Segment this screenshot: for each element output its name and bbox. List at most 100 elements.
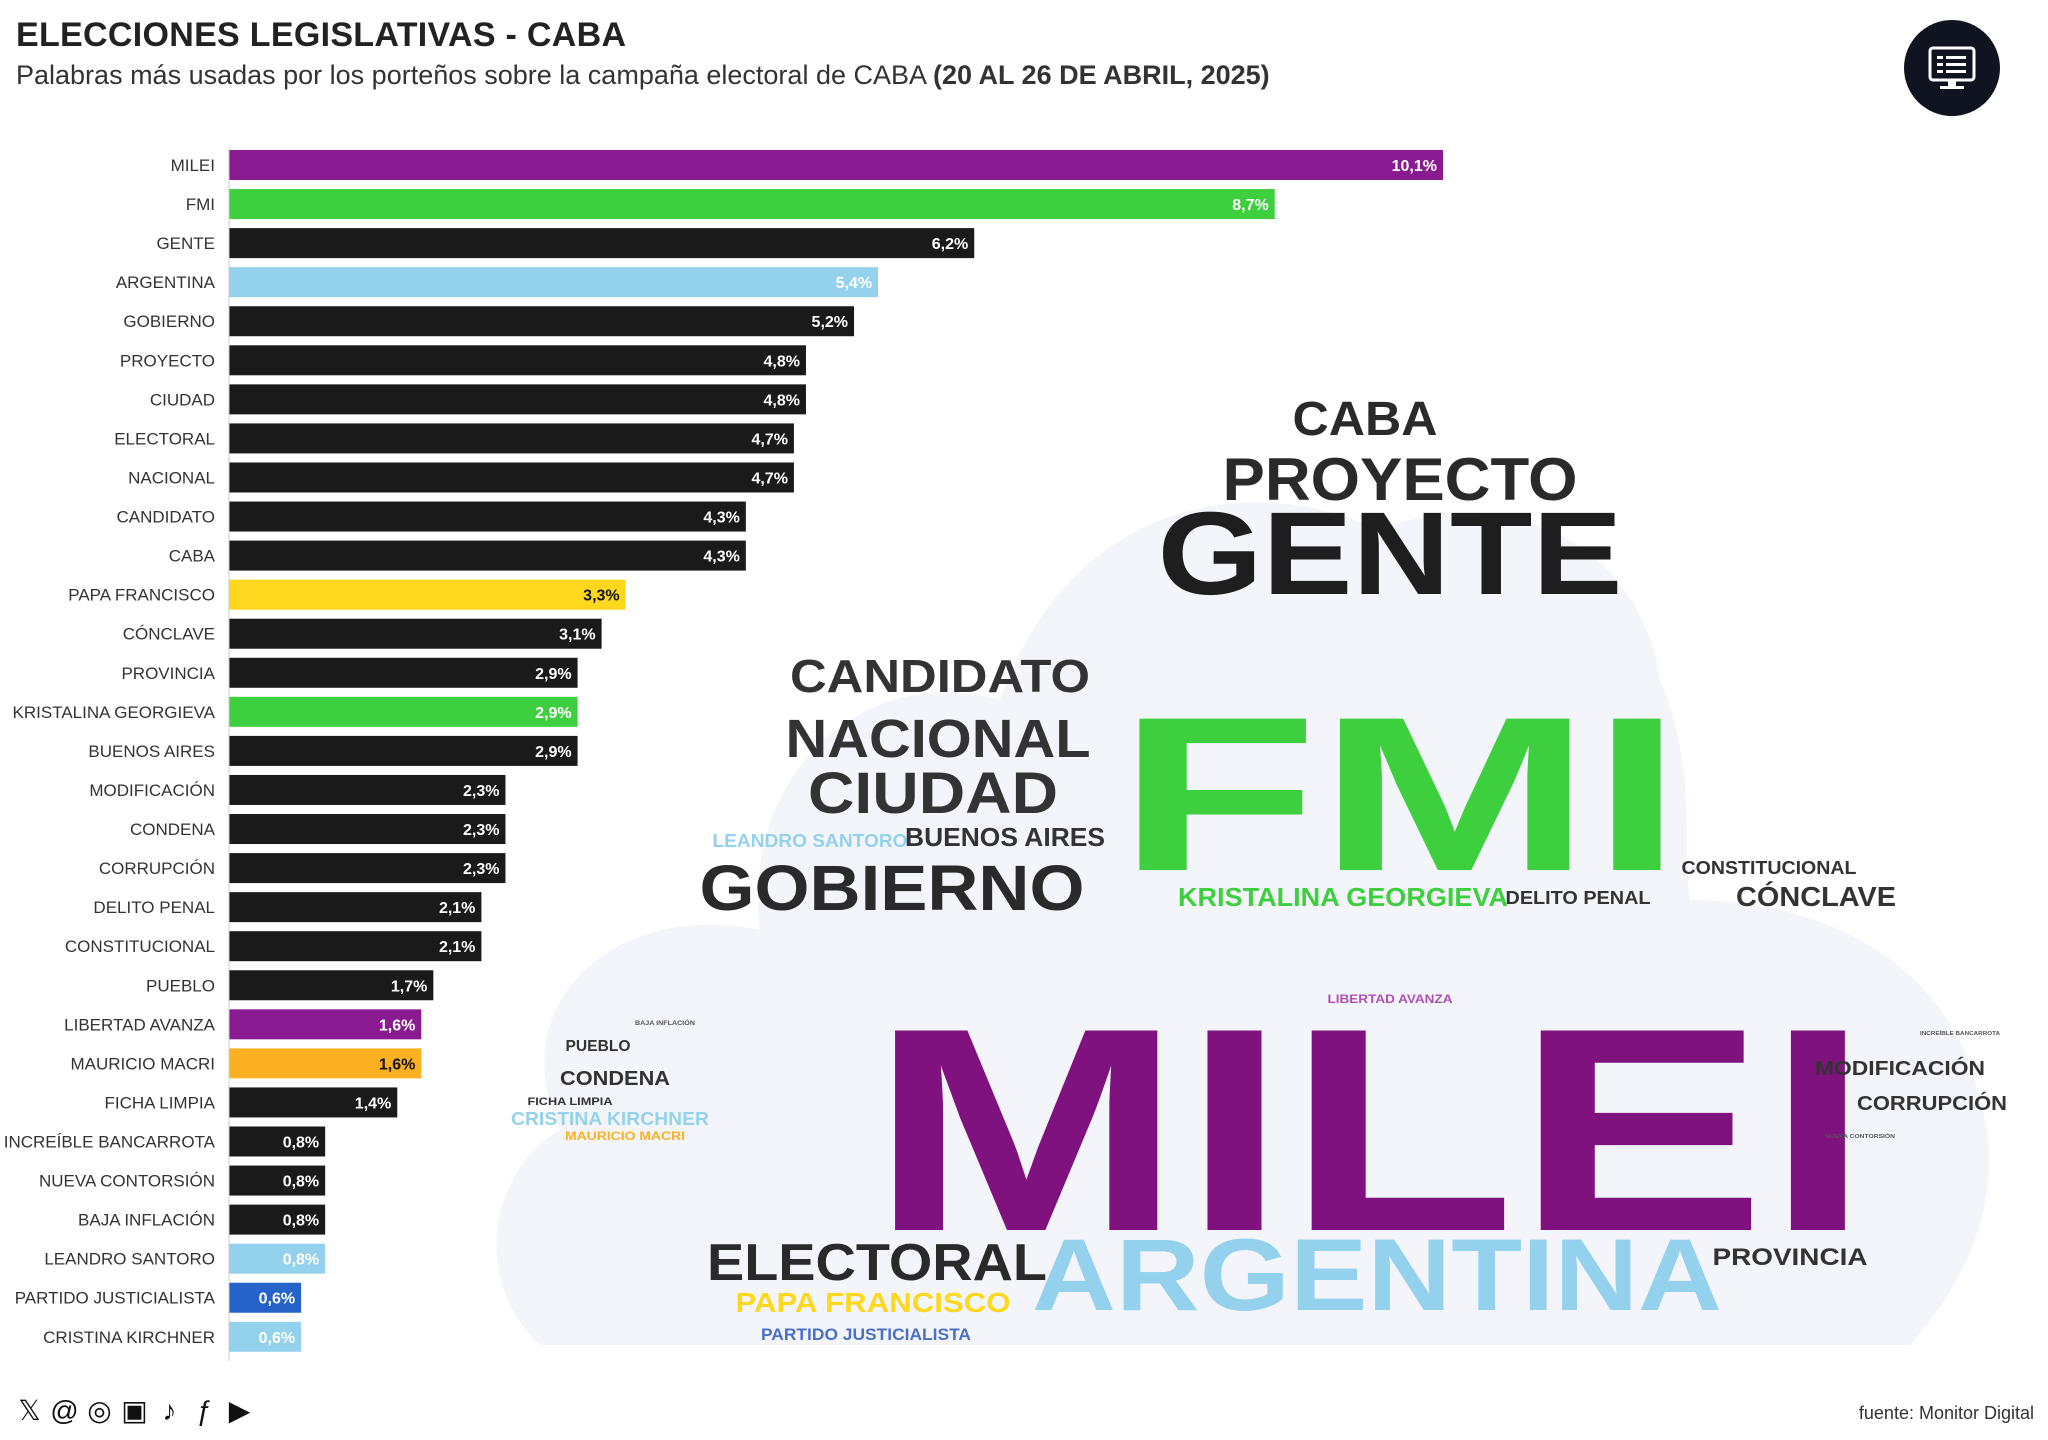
data-label: 10,1% (1392, 158, 1437, 175)
page-title: ELECCIONES LEGISLATIVAS - CABA (16, 16, 627, 54)
word-cloud-word-buenos-aires: BUENOS AIRES (905, 822, 1105, 852)
word-cloud-word-caba: CABA (1293, 393, 1438, 446)
category-label: PUEBLO (146, 976, 215, 995)
word-cloud-word-provincia: PROVINCIA (1713, 1244, 1868, 1271)
data-label: 2,1% (439, 939, 475, 956)
bar-increible-bancarrota (229, 1126, 326, 1157)
word-cloud-word-mauricio-macri: MAURICIO MACRI (565, 1129, 685, 1143)
bar-argentina (229, 267, 879, 298)
bar-gente (229, 228, 975, 259)
bar-electoral (229, 423, 794, 454)
bar-delito-penal (229, 892, 482, 923)
monitor-logo[interactable] (1904, 20, 2000, 116)
word-cloud-word-baja-inflacion: BAJA INFLACIÓN (635, 1019, 695, 1027)
category-label: NACIONAL (128, 468, 215, 487)
category-label: CIUDAD (150, 390, 215, 409)
bar-pueblo (229, 970, 434, 1001)
data-label: 3,3% (583, 588, 619, 605)
category-label: LIBERTAD AVANZA (64, 1015, 216, 1034)
bar-papa-francisco (229, 579, 626, 610)
data-label: 0,8% (283, 1213, 319, 1230)
data-label: 4,3% (703, 549, 739, 566)
bar-baja-inflacion (229, 1204, 326, 1235)
data-label: 5,2% (812, 314, 848, 331)
bar-ciudad (229, 384, 806, 415)
social-icons: 𝕏 @ ◎ ▣ ♪ ƒ ▶ (14, 1395, 255, 1426)
bar-provincia (229, 657, 578, 688)
category-label: ELECTORAL (114, 429, 215, 448)
category-label: CONSTITUCIONAL (65, 937, 215, 956)
news-icon[interactable]: ▣ (121, 1395, 148, 1426)
bar-leandro-santoro (229, 1243, 326, 1274)
category-label: BAJA INFLACIÓN (78, 1211, 215, 1230)
data-label: 1,6% (379, 1056, 415, 1073)
instagram-icon[interactable]: ◎ (87, 1395, 112, 1426)
x-icon[interactable]: 𝕏 (18, 1395, 41, 1426)
data-label: 6,2% (932, 236, 968, 253)
category-label: CRISTINA KIRCHNER (43, 1328, 215, 1347)
youtube-icon[interactable]: ▶ (228, 1395, 251, 1426)
data-label: 0,8% (283, 1174, 319, 1191)
category-label: NUEVA CONTORSIÓN (39, 1172, 215, 1191)
category-label: CANDIDATO (116, 508, 215, 527)
word-cloud-word-ciudad: CIUDAD (808, 761, 1058, 826)
category-label: PARTIDO JUSTICIALISTA (15, 1289, 216, 1308)
data-label: 5,4% (836, 275, 872, 292)
word-cloud-word-constitucional: CONSTITUCIONAL (1682, 858, 1857, 878)
monitor-icon (1928, 46, 1976, 89)
facebook-icon[interactable]: ƒ (196, 1395, 213, 1426)
word-cloud-word-ficha-limpia: FICHA LIMPIA (528, 1096, 613, 1108)
bar-conclave (229, 618, 602, 649)
word-cloud-word-nacional: NACIONAL (786, 709, 1091, 769)
data-label: 2,9% (535, 666, 571, 683)
word-cloud-word-pueblo: PUEBLO (566, 1038, 631, 1055)
threads-icon[interactable]: @ (50, 1395, 79, 1426)
category-label: LEANDRO SANTORO (44, 1250, 215, 1269)
data-label: 1,7% (391, 978, 427, 995)
word-cloud-word-candidato: CANDIDATO (790, 650, 1090, 702)
word-cloud-word-delito-penal: DELITO PENAL (1506, 888, 1651, 908)
data-label: 2,9% (535, 744, 571, 761)
bar-proyecto (229, 345, 806, 376)
tiktok-icon[interactable]: ♪ (162, 1395, 177, 1426)
bar-nacional (229, 462, 794, 493)
bar-chart-and-word-cloud: CABAPROYECTOGENTECANDIDATONACIONALCIUDAD… (4, 148, 2007, 1361)
cloud-shape (496, 502, 1990, 1345)
word-cloud-word-cristina-kirchner: CRISTINA KIRCHNER (511, 1109, 709, 1129)
word-cloud-word-increible-bancarrota: INCREÍBLE BANCARROTA (1920, 1029, 2000, 1037)
category-label: PROYECTO (120, 351, 215, 370)
bar-series: MILEI 10,1% FMI 8,7% GENTE 6,2% ARGENTINA 5,4% G… (4, 148, 1443, 1361)
data-label: 1,6% (379, 1017, 415, 1034)
category-label: MAURICIO MACRI (71, 1054, 216, 1073)
word-cloud-word-gente: GENTE (1158, 488, 1623, 620)
word-cloud-word-gobierno: GOBIERNO (700, 852, 1085, 924)
word-cloud-word-electoral: ELECTORAL (707, 1234, 1047, 1292)
bar-candidato (229, 501, 746, 532)
word-cloud-word-corrupcion: CORRUPCIÓN (1857, 1091, 2007, 1115)
bar-buenos-aires (229, 735, 578, 766)
category-label: CONDENA (130, 820, 216, 839)
data-label: 2,3% (463, 861, 499, 878)
word-cloud-word-fmi: FMI (1118, 671, 1683, 917)
data-label: 2,3% (463, 822, 499, 839)
page-subtitle: Palabras más usadas por los porteños sob… (16, 60, 1270, 91)
category-label: INCREÍBLE BANCARROTA (4, 1133, 216, 1152)
data-label: 0,8% (283, 1135, 319, 1152)
category-label: KRISTALINA GEORGIEVA (13, 703, 216, 722)
bar-nueva-contorsion (229, 1165, 326, 1196)
subtitle-text: Palabras más usadas por los porteños sob… (16, 60, 926, 90)
data-label: 3,1% (559, 627, 595, 644)
bar-cristina-kirchner (229, 1321, 302, 1352)
category-label: CORRUPCIÓN (99, 859, 215, 878)
category-label: GOBIERNO (123, 312, 215, 331)
bar-corrupcion (229, 853, 506, 884)
word-cloud-word-proyecto: PROYECTO (1223, 446, 1578, 513)
word-cloud-word-libertad-avanza: LIBERTAD AVANZA (1328, 992, 1453, 1006)
word-cloud-word-nueva-contorsion: NUEVA CONTORSIÓN (1825, 1132, 1896, 1140)
data-label: 8,7% (1232, 197, 1268, 214)
bar-libertad-avanza (229, 1009, 422, 1040)
category-label: MILEI (171, 156, 215, 175)
bar-fmi (229, 189, 1275, 220)
bar-condena (229, 814, 506, 845)
